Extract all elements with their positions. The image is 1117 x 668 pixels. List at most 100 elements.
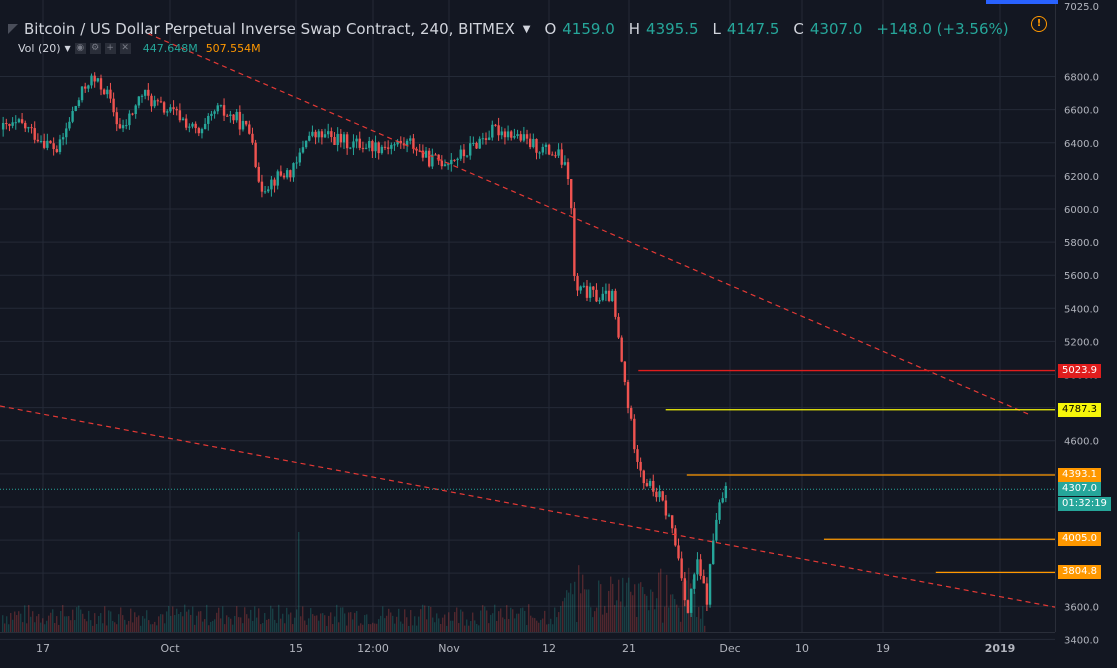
volume-bar bbox=[444, 614, 446, 632]
candle-body bbox=[191, 123, 194, 127]
candle-body bbox=[528, 138, 532, 148]
candle-body bbox=[68, 121, 71, 129]
volume-bar bbox=[614, 605, 616, 632]
candle-body bbox=[418, 150, 421, 152]
volume-bar bbox=[88, 610, 90, 632]
volume-bar bbox=[244, 607, 246, 632]
volume-indicator-name[interactable]: Vol (20) bbox=[18, 41, 61, 55]
candle-body bbox=[162, 102, 166, 113]
settings-icon[interactable]: ⚙ bbox=[89, 42, 101, 54]
volume-bar bbox=[636, 616, 638, 632]
candle-body bbox=[721, 498, 724, 503]
volume-bar bbox=[280, 618, 282, 632]
candle-body bbox=[52, 143, 55, 150]
candle-body bbox=[65, 128, 68, 138]
price-label-line-4005[interactable]: 4005.0 bbox=[1058, 532, 1101, 547]
volume-bar bbox=[114, 622, 116, 632]
candle-body bbox=[487, 137, 491, 140]
volume-bar bbox=[300, 616, 302, 632]
volume-bar bbox=[660, 568, 662, 632]
volume-bar bbox=[594, 611, 596, 632]
candle-body bbox=[339, 133, 343, 143]
candle-body bbox=[188, 126, 191, 128]
volume-bar bbox=[662, 622, 664, 632]
volume-bar bbox=[560, 605, 562, 632]
volume-bar bbox=[196, 615, 198, 632]
volume-bar bbox=[446, 625, 448, 632]
symbol-legend[interactable]: Bitcoin / US Dollar Perpetual Inverse Sw… bbox=[8, 18, 1009, 40]
candle-body bbox=[207, 115, 210, 124]
price-label-line-4787[interactable]: 4787.3 bbox=[1058, 402, 1101, 417]
price-label-line-3804[interactable]: 3804.8 bbox=[1058, 565, 1101, 580]
volume-bar bbox=[302, 606, 304, 632]
volume-bar bbox=[94, 613, 96, 632]
candle-body bbox=[330, 131, 333, 138]
collapse-icon[interactable] bbox=[8, 24, 18, 34]
candle-body bbox=[642, 470, 645, 484]
volume-bar bbox=[218, 607, 220, 632]
volume-bar bbox=[290, 612, 292, 632]
volume-bar bbox=[694, 591, 696, 632]
volume-bar bbox=[66, 616, 68, 632]
exclamation-circle-icon[interactable]: ! bbox=[1031, 16, 1047, 32]
volume-bar bbox=[392, 615, 394, 632]
candle-body bbox=[61, 137, 65, 140]
candle-body bbox=[24, 122, 27, 129]
candle-body bbox=[494, 124, 497, 126]
price-label-current-price[interactable]: 4307.0 bbox=[1058, 482, 1101, 497]
volume-bar bbox=[498, 611, 500, 632]
price-label-countdown[interactable]: 01:32:19 bbox=[1058, 497, 1111, 512]
volume-bar bbox=[434, 622, 436, 632]
chevron-down-icon[interactable]: ▼ bbox=[522, 23, 531, 35]
volume-bar bbox=[270, 605, 272, 632]
volume-bar bbox=[178, 614, 180, 632]
volume-bar bbox=[680, 621, 682, 632]
price-label-line-5023[interactable]: 5023.9 bbox=[1058, 363, 1101, 378]
candle-body bbox=[289, 170, 292, 178]
candle-body bbox=[304, 140, 308, 148]
candle-body bbox=[159, 101, 163, 103]
volume-bar bbox=[276, 623, 278, 632]
candle-body bbox=[229, 114, 232, 116]
candle-body bbox=[194, 123, 197, 129]
volume-bar bbox=[568, 592, 570, 632]
candle-body bbox=[254, 142, 257, 167]
trendline-1[interactable] bbox=[147, 32, 1029, 415]
candle-body bbox=[532, 138, 535, 148]
candle-body bbox=[409, 138, 412, 141]
candle-body bbox=[93, 75, 96, 82]
chevron-down-icon[interactable]: ▼ bbox=[64, 43, 71, 53]
eye-icon[interactable]: ◉ bbox=[74, 42, 86, 54]
add-icon[interactable]: + bbox=[104, 42, 116, 54]
candle-body bbox=[156, 100, 159, 102]
volume-bar bbox=[436, 613, 438, 632]
candle-body bbox=[472, 142, 475, 144]
volume-bar bbox=[272, 608, 274, 632]
symbol-title[interactable]: Bitcoin / US Dollar Perpetual Inverse Sw… bbox=[24, 20, 515, 38]
volume-bar bbox=[286, 607, 288, 632]
candle-body bbox=[667, 515, 671, 517]
volume-bar bbox=[76, 607, 78, 632]
candle-body bbox=[11, 122, 14, 126]
volume-bar bbox=[30, 616, 32, 632]
volume-bar bbox=[212, 620, 214, 632]
volume-bar bbox=[188, 609, 190, 632]
volume-bar bbox=[440, 623, 442, 632]
volume-bar bbox=[462, 611, 464, 632]
volume-bar bbox=[402, 623, 404, 632]
volume-bar bbox=[130, 608, 132, 632]
volume-bar bbox=[674, 598, 676, 632]
volume-bar bbox=[240, 617, 242, 632]
candle-body bbox=[437, 154, 440, 161]
x-tick-label: 12:00 bbox=[357, 642, 389, 655]
volume-legend[interactable]: Vol (20) ▼ ◉ ⚙ + ✕ 447.648M 507.554M bbox=[18, 41, 261, 55]
candle-body bbox=[219, 105, 223, 107]
ohlc-open-value: 4159.0 bbox=[562, 20, 615, 38]
ohlc-low-value: 4147.5 bbox=[726, 20, 780, 38]
price-label-line-4393[interactable]: 4393.1 bbox=[1058, 467, 1101, 482]
trendline-2[interactable] bbox=[0, 405, 1056, 608]
volume-bar bbox=[44, 624, 46, 632]
close-icon[interactable]: ✕ bbox=[119, 42, 131, 54]
